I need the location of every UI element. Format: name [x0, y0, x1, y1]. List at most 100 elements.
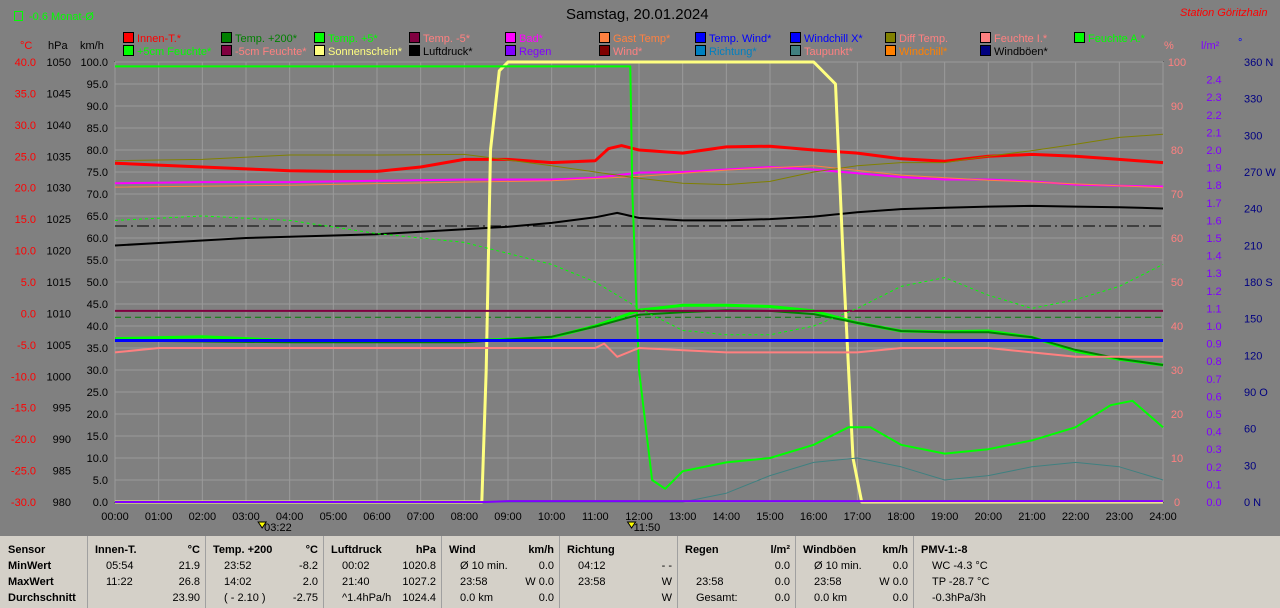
tick-label-time: 24:00	[1149, 511, 1177, 523]
stats-time: 23:52	[224, 560, 252, 572]
tick-label-kmh: 0.0	[93, 497, 108, 509]
tick-label-celsius: -20.0	[11, 434, 36, 446]
tick-label-lm2: 1.2	[1206, 286, 1221, 298]
stats-title: Richtung	[567, 544, 615, 556]
trend-indicator: -0.6 Monat-Ø	[14, 11, 94, 23]
tick-label-lm2: 2.0	[1206, 145, 1221, 157]
tick-label-percent: 90	[1171, 101, 1183, 113]
legend-item: Gast Temp*	[599, 32, 670, 45]
stats-value: 23.90	[172, 592, 200, 604]
legend-label: Feuchte I.*	[994, 33, 1048, 45]
stats-time: 05:54	[106, 560, 134, 572]
tick-label-celsius: 25.0	[15, 151, 36, 163]
stats-title: Wind	[449, 544, 476, 556]
weather-chart: 40.0 35.0 30.0 25.0 20.0 15.0 10.0 5.0 0.0 -5.0 -1…	[11, 57, 1276, 534]
legend-swatch	[695, 32, 706, 43]
tick-label-kmh: 20.0	[87, 409, 108, 421]
legend-swatch	[505, 32, 516, 43]
legend-swatch	[599, 32, 610, 43]
tick-label-lm2: 0.9	[1206, 339, 1221, 351]
stats-unit: km/h	[528, 544, 554, 556]
stats-time: 23:58	[460, 576, 488, 588]
stats-time: 23:58	[578, 576, 606, 588]
stats-value: 21.9	[178, 560, 200, 572]
legend-label: Innen-T.*	[137, 33, 182, 45]
legend-label: Luftdruck*	[423, 46, 473, 58]
series-line	[114, 166, 1164, 188]
stats-time: Ø 10 min.	[814, 560, 862, 572]
stats-time: -0.3hPa/3h	[932, 592, 986, 604]
tick-label-lm2: 1.0	[1206, 321, 1221, 333]
stats-sensor-panel: Sensor MinWert MaxWert Durchschnitt	[0, 536, 87, 608]
legend-label: Temp. Wind*	[709, 33, 772, 45]
legend-item: Temp. -5*	[409, 32, 470, 45]
statistics-panel: Sensor MinWert MaxWert Durchschnitt Inne…	[0, 536, 1280, 608]
legend-swatch	[885, 45, 896, 56]
tick-label-lm2: 1.1	[1206, 303, 1221, 315]
stats-wind-panel: Wind km/h Ø 10 min. 0.0 23:58 W 0.0 0.0 km 0.0	[441, 536, 560, 608]
tick-label-kmh: 100.0	[80, 57, 108, 69]
stats-value: W 0.0	[525, 576, 554, 588]
tick-label-celsius: 0.0	[21, 308, 36, 320]
stats-windboeen-panel: Windböen km/h Ø 10 min. 0.0 23:58 W 0.0 0.0 km…	[795, 536, 914, 608]
tick-label-celsius: -15.0	[11, 403, 36, 415]
unit-celsius: °C	[20, 40, 33, 52]
stats-value: 1027.2	[402, 576, 436, 588]
tick-label-percent: 20	[1171, 409, 1183, 421]
tick-label-lm2: 1.4	[1206, 251, 1221, 263]
stats-pmv-panel: PMV-1:-8 WC -4.3 °C TP -28.7 °C -0.3hPa/3h	[913, 536, 1280, 608]
tick-label-lm2: 1.7	[1206, 198, 1221, 210]
legend-item: Feuchte I.*	[980, 32, 1047, 45]
legend-item: Bad*	[505, 32, 543, 45]
series-line	[114, 133, 1164, 186]
legend-label: Windchill X*	[804, 33, 863, 45]
tick-label-deg: 180 S	[1244, 277, 1273, 289]
tick-label-kmh: 70.0	[87, 189, 108, 201]
stats-time: TP -28.7 °C	[932, 576, 990, 588]
stats-unit: °C	[305, 544, 318, 556]
legend-swatch	[980, 45, 991, 56]
stats-value: W 0.0	[879, 576, 908, 588]
tick-label-time: 13:00	[669, 511, 697, 523]
stats-value: 0.0	[774, 592, 790, 604]
tick-label-time: 20:00	[975, 511, 1003, 523]
tick-label-kmh: 10.0	[87, 453, 108, 465]
tick-label-celsius: 5.0	[21, 277, 36, 289]
legend-item: +5cm Feuchte*	[123, 45, 211, 58]
tick-label-lm2: 1.6	[1206, 215, 1221, 227]
chart-title: Samstag, 20.01.2024	[566, 6, 709, 23]
stats-unit: km/h	[882, 544, 908, 556]
series-line	[114, 165, 1164, 189]
sun-marker-icon	[626, 521, 637, 529]
tick-label-percent: 30	[1171, 365, 1183, 377]
legend-label: +5cm Feuchte*	[137, 46, 212, 58]
tick-label-lm2: 0.0	[1206, 497, 1221, 509]
tick-label-hpa: 1035	[47, 151, 71, 163]
legend-label: Regen	[519, 46, 552, 58]
tick-label-time: 21:00	[1018, 511, 1046, 523]
series-line	[114, 204, 1164, 247]
legend-item: Temp. +200*	[221, 32, 297, 45]
stats-sensor-title: Sensor	[8, 544, 46, 556]
tick-label-percent: 0	[1174, 497, 1180, 509]
tick-label-celsius: 15.0	[15, 214, 36, 226]
stats-value: - -	[661, 560, 672, 572]
tick-label-kmh: 45.0	[87, 299, 108, 311]
stats-time: 11:22	[106, 576, 133, 588]
stats-time: 21:40	[342, 576, 370, 588]
legend-swatch	[409, 32, 420, 43]
tick-label-celsius: 30.0	[15, 120, 36, 132]
tick-label-deg: 330	[1244, 94, 1262, 106]
tick-label-lm2: 2.4	[1206, 75, 1221, 87]
legend-item: Luftdruck*	[409, 45, 473, 58]
tick-label-hpa: 985	[53, 466, 71, 478]
legend-swatch	[123, 32, 134, 43]
tick-label-celsius: -25.0	[11, 466, 36, 478]
unit-hpa: hPa	[48, 40, 68, 52]
legend-swatch	[409, 45, 420, 56]
tick-label-kmh: 35.0	[87, 343, 108, 355]
stats-time: 14:02	[224, 576, 252, 588]
tick-label-deg: 60	[1244, 424, 1256, 436]
tick-label-deg: 270 W	[1244, 167, 1276, 179]
tick-label-kmh: 30.0	[87, 365, 108, 377]
